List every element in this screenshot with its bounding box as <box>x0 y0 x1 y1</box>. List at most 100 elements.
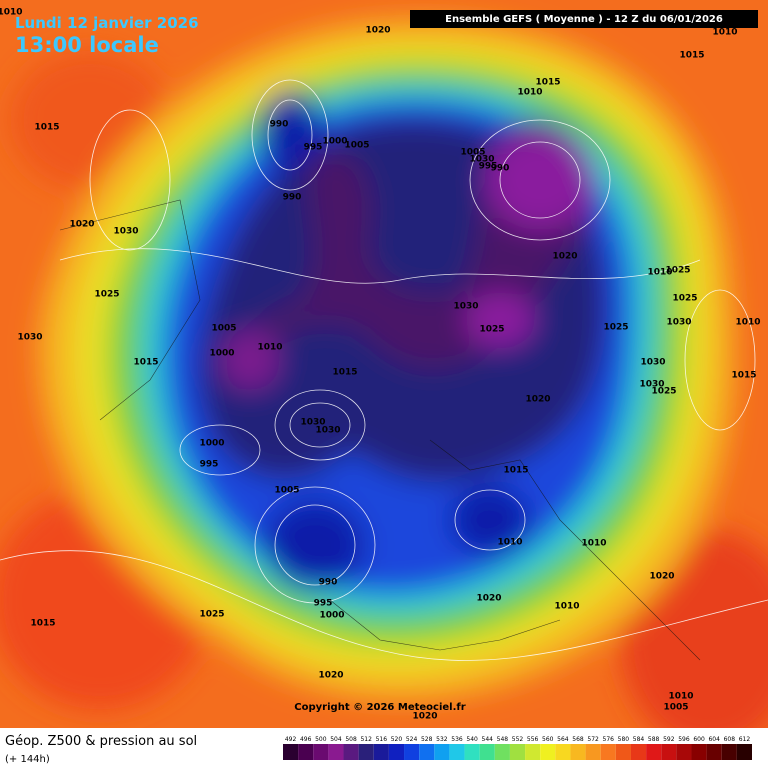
legend-label: 528 <box>421 736 433 743</box>
isobar-label: 1000 <box>322 137 347 147</box>
isobar-label: 1015 <box>731 371 756 381</box>
legend-label: 576 <box>603 736 615 743</box>
legend-label: 564 <box>557 736 569 743</box>
legend-swatch <box>328 744 344 760</box>
run-info: Ensemble GEFS ( Moyenne ) - 12 Z du 06/0… <box>445 14 723 25</box>
isobar-label: 1010 <box>581 539 606 549</box>
run-box <box>410 10 758 28</box>
legend-swatch <box>434 744 450 760</box>
legend-label: 548 <box>497 736 509 743</box>
isobar-label: 1010 <box>668 692 693 702</box>
isobar-label: 1000 <box>199 439 224 449</box>
legend-swatch <box>615 744 631 760</box>
legend-swatch <box>283 744 299 760</box>
legend-label: 508 <box>345 736 357 743</box>
legend-label: 596 <box>678 736 690 743</box>
isobar-label: 1010 <box>647 268 672 278</box>
legend: 492 496 500 504 508 512 516 520 524 528 532 536 540 5… <box>283 736 752 760</box>
isobar-label: 1025 <box>479 325 504 335</box>
legend-swatch <box>600 744 616 760</box>
time: 13:00 locale <box>15 33 159 57</box>
isobar-label: 990 <box>270 120 289 130</box>
legend-label: 500 <box>315 736 327 743</box>
legend-swatch <box>298 744 314 760</box>
legend-label: 580 <box>618 736 630 743</box>
isobar-label: 1005 <box>663 703 688 713</box>
legend-swatch <box>313 744 329 760</box>
legend-swatch <box>373 744 389 760</box>
isobar-label: 1010 <box>517 88 542 98</box>
legend-label: 536 <box>451 736 463 743</box>
isobar-label: 1005 <box>211 324 236 334</box>
legend-label: 612 <box>739 736 751 743</box>
isobar-label: 1020 <box>412 712 437 722</box>
legend-swatch <box>555 744 571 760</box>
isobar-label: 1010 <box>0 8 23 18</box>
legend-label: 492 <box>285 736 297 743</box>
isobar-label: 1020 <box>552 252 577 262</box>
legend-swatch <box>676 744 692 760</box>
legend-swatch <box>464 744 480 760</box>
legend-label: 560 <box>542 736 554 743</box>
legend-swatch <box>525 744 541 760</box>
isobar-label: 1030 <box>113 227 138 237</box>
isobar-label: 1020 <box>365 26 390 36</box>
isobar-label: 1000 <box>209 349 234 359</box>
isobar-label: 1020 <box>318 671 343 681</box>
legend-swatch <box>404 744 420 760</box>
legend-swatch <box>343 744 359 760</box>
isobar-label: 990 <box>283 193 302 203</box>
legend-swatch <box>646 744 662 760</box>
geopotential-field <box>0 0 768 750</box>
isobar-label: 1015 <box>503 466 528 476</box>
isobar-label: 1025 <box>199 610 224 620</box>
legend-swatch <box>691 744 707 760</box>
isobar-label: 995 <box>200 460 219 470</box>
legend-swatch <box>540 744 556 760</box>
legend-label: 604 <box>708 736 720 743</box>
isobar-label: 1030 <box>666 318 691 328</box>
isobar-label: 1010 <box>497 538 522 548</box>
isobar-label: 995 <box>479 162 498 172</box>
legend-swatch <box>630 744 647 760</box>
legend-label: 520 <box>391 736 403 743</box>
legend-swatch <box>419 744 435 760</box>
legend-swatch <box>736 744 752 760</box>
legend-label: 572 <box>587 736 599 743</box>
isobar-label: 1015 <box>30 619 55 629</box>
legend-label: 544 <box>482 736 494 743</box>
isobar-label: 1030 <box>315 426 340 436</box>
isobar-label: 1025 <box>651 387 676 397</box>
isobar-label: 990 <box>491 164 510 174</box>
isobar-label: 1015 <box>133 358 158 368</box>
isobar-label: 1030 <box>639 380 664 390</box>
legend-label: 584 <box>633 736 645 743</box>
legend-swatch <box>494 744 510 760</box>
isobar-label: 1030 <box>469 155 494 165</box>
legend-label: 496 <box>300 736 312 743</box>
legend-swatch <box>358 744 374 760</box>
copyright: Copyright © 2026 Meteociel.fr <box>294 702 465 713</box>
isobar-label: 1025 <box>94 290 119 300</box>
isobar-label: 1025 <box>603 323 628 333</box>
isobar-label: 1005 <box>274 486 299 496</box>
isobar-label: 1010 <box>712 28 737 38</box>
legend-swatch <box>721 744 737 760</box>
isobar-label: 1015 <box>332 368 357 378</box>
isobar-label: 1025 <box>672 294 697 304</box>
isobar-label: 1020 <box>69 220 94 230</box>
legend-swatch <box>706 744 722 760</box>
legend-label: 504 <box>330 736 342 743</box>
isobar-label: 1015 <box>34 123 59 133</box>
legend-label: 608 <box>724 736 736 743</box>
legend-swatch <box>570 744 586 760</box>
legend-label: 516 <box>376 736 388 743</box>
isobar-label: 1020 <box>525 395 550 405</box>
isobar-label: 1010 <box>257 343 282 353</box>
footer-lead: (+ 144h) <box>5 754 50 765</box>
legend-label: 532 <box>436 736 448 743</box>
isobar-label: 1000 <box>319 611 344 621</box>
